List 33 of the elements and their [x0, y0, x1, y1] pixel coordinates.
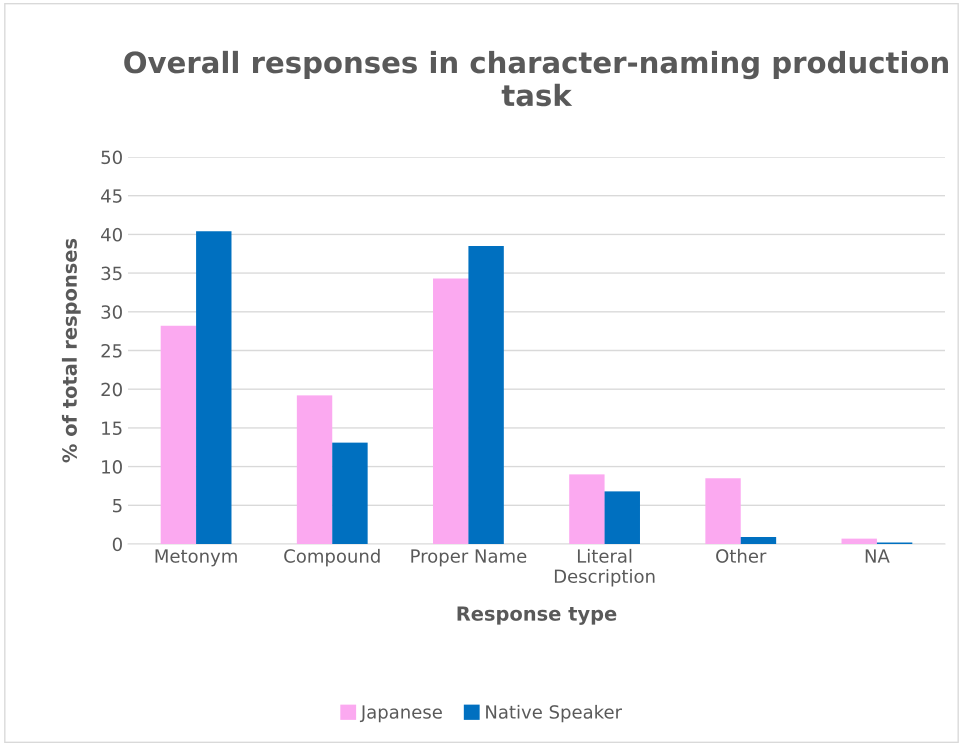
y-tick-label: 0 — [112, 537, 122, 552]
y-tick-label: 5 — [113, 498, 122, 512]
bar — [433, 278, 468, 544]
bar — [740, 537, 776, 544]
y-tick-label: 25 — [101, 344, 122, 358]
y-tick-label: 35 — [102, 266, 122, 280]
x-tick-label: Proper Name — [411, 549, 526, 566]
y-tick-label: 50 — [102, 150, 122, 164]
x-tick-label: Literal Description — [554, 548, 654, 587]
legend-label: Japanese — [360, 705, 442, 722]
bar — [569, 474, 605, 544]
x-tick-label: Compound — [284, 548, 380, 566]
x-axis-title: Response type — [458, 606, 616, 625]
y-tick-label: 40 — [101, 228, 122, 242]
bar — [468, 246, 504, 544]
chart-title: Overall responses in character-naming production task — [124, 50, 948, 106]
y-tick-label: 20 — [101, 382, 122, 396]
legend-label: Native Speaker — [486, 704, 622, 722]
bar — [196, 231, 232, 544]
y-axis-title: % of total responses — [62, 238, 81, 462]
y-tick-label: 45 — [101, 189, 122, 203]
y-tick-label: 30 — [102, 305, 122, 319]
x-tick-label: NA — [866, 549, 890, 563]
x-tick-label: Other — [716, 548, 766, 563]
x-tick-label: Metonym — [156, 549, 237, 566]
bar — [160, 326, 196, 544]
bar — [296, 395, 332, 544]
bar — [332, 442, 368, 544]
bar — [604, 491, 640, 544]
bar — [705, 478, 741, 544]
y-tick-label: 15 — [102, 422, 122, 436]
bar — [842, 538, 877, 544]
y-tick-label: 10 — [102, 460, 122, 474]
